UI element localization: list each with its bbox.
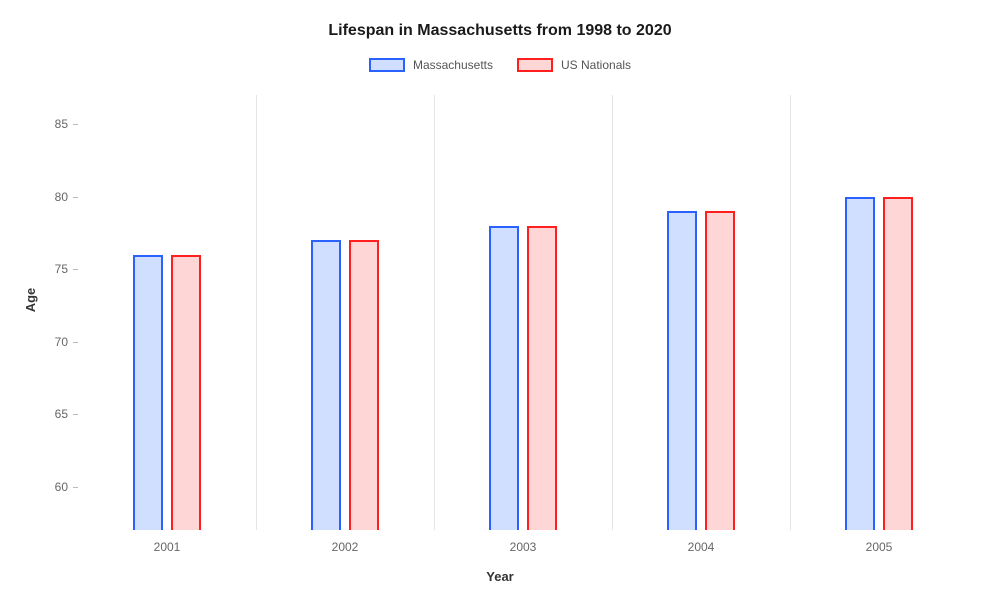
bar bbox=[705, 211, 734, 530]
y-tick-mark bbox=[73, 342, 78, 343]
legend-item-1: US Nationals bbox=[517, 58, 631, 72]
gridline-v bbox=[790, 95, 791, 530]
x-axis-title: Year bbox=[486, 569, 513, 584]
x-tick-label: 2005 bbox=[866, 540, 893, 554]
x-tick-label: 2003 bbox=[510, 540, 537, 554]
legend-label-0: Massachusetts bbox=[413, 58, 493, 72]
bar bbox=[845, 197, 874, 531]
x-tick-label: 2001 bbox=[154, 540, 181, 554]
y-tick-mark bbox=[73, 269, 78, 270]
y-tick-mark bbox=[73, 487, 78, 488]
legend-swatch-0 bbox=[369, 58, 405, 72]
y-tick-mark bbox=[73, 197, 78, 198]
bar bbox=[349, 240, 378, 530]
gridline-v bbox=[434, 95, 435, 530]
legend-label-1: US Nationals bbox=[561, 58, 631, 72]
bar bbox=[171, 255, 200, 531]
legend-item-0: Massachusetts bbox=[369, 58, 493, 72]
bar bbox=[667, 211, 696, 530]
bar bbox=[311, 240, 340, 530]
chart-container: Lifespan in Massachusetts from 1998 to 2… bbox=[0, 0, 1000, 600]
y-tick-label: 70 bbox=[55, 335, 68, 349]
gridline-v bbox=[612, 95, 613, 530]
legend-swatch-1 bbox=[517, 58, 553, 72]
bar bbox=[883, 197, 912, 531]
x-tick-label: 2004 bbox=[688, 540, 715, 554]
bar bbox=[489, 226, 518, 531]
bars-layer bbox=[78, 95, 968, 530]
y-tick-mark bbox=[73, 414, 78, 415]
y-tick-label: 85 bbox=[55, 117, 68, 131]
y-axis-title: Age bbox=[23, 288, 38, 313]
bar bbox=[133, 255, 162, 531]
y-tick-label: 80 bbox=[55, 190, 68, 204]
bar bbox=[527, 226, 556, 531]
x-tick-label: 2002 bbox=[332, 540, 359, 554]
plot-area: 60657075808520012002200320042005 bbox=[78, 95, 968, 530]
legend: Massachusetts US Nationals bbox=[0, 58, 1000, 72]
y-tick-mark bbox=[73, 124, 78, 125]
y-tick-label: 75 bbox=[55, 262, 68, 276]
gridline-v bbox=[256, 95, 257, 530]
y-tick-label: 65 bbox=[55, 407, 68, 421]
y-tick-label: 60 bbox=[55, 480, 68, 494]
chart-title: Lifespan in Massachusetts from 1998 to 2… bbox=[0, 0, 1000, 40]
